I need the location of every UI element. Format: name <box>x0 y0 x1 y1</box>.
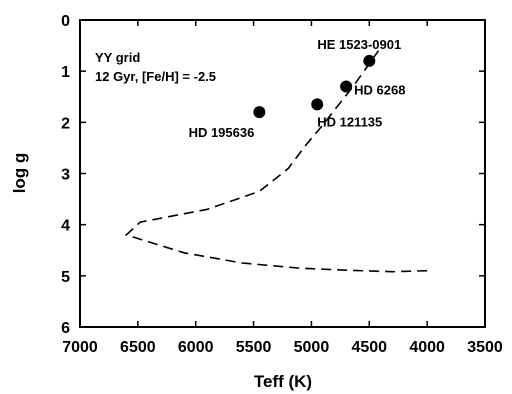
x-tick-label: 5000 <box>294 339 330 356</box>
star-point <box>340 80 353 93</box>
y-axis-ticks: 0 1 2 3 4 5 6 <box>61 13 485 337</box>
star-point <box>363 54 376 67</box>
plot-frame <box>79 19 486 328</box>
annotation-line-2: 12 Gyr, [Fe/H] = -2.5 <box>95 69 216 84</box>
y-tick-label: 0 <box>61 13 70 30</box>
x-tick-label: 6000 <box>178 339 214 356</box>
y-tick-label: 2 <box>61 115 70 132</box>
star-label: HD 121135 <box>317 114 382 129</box>
y-tick-label: 3 <box>61 167 70 184</box>
x-tick-label: 4500 <box>351 339 387 356</box>
isochrone-curve <box>124 50 428 273</box>
y-tick-label: 1 <box>61 64 70 81</box>
x-axis-ticks: 7000 6500 6000 5500 5000 4500 4000 3500 <box>62 20 503 356</box>
y-tick-label: 4 <box>61 218 70 235</box>
star-label: HD 6268 <box>354 83 405 98</box>
x-tick-label: 3500 <box>467 339 503 356</box>
y-tick-label: 6 <box>61 320 70 337</box>
x-axis-title: Teff (K) <box>254 372 312 391</box>
star-label: HD 195636 <box>189 125 255 140</box>
star-points: HE 1523-0901 HD 6268 HD 121135 HD 195636 <box>189 37 406 140</box>
star-point <box>311 98 324 111</box>
x-tick-label: 5500 <box>236 339 272 356</box>
x-tick-label: 7000 <box>62 339 98 356</box>
x-tick-label: 4000 <box>409 339 445 356</box>
x-tick-label: 6500 <box>120 339 156 356</box>
y-axis-title: log g <box>10 153 29 194</box>
y-tick-label: 5 <box>61 269 70 286</box>
annotation-line-1: YY grid <box>95 50 140 65</box>
star-point <box>253 106 266 119</box>
star-label: HE 1523-0901 <box>317 37 401 52</box>
